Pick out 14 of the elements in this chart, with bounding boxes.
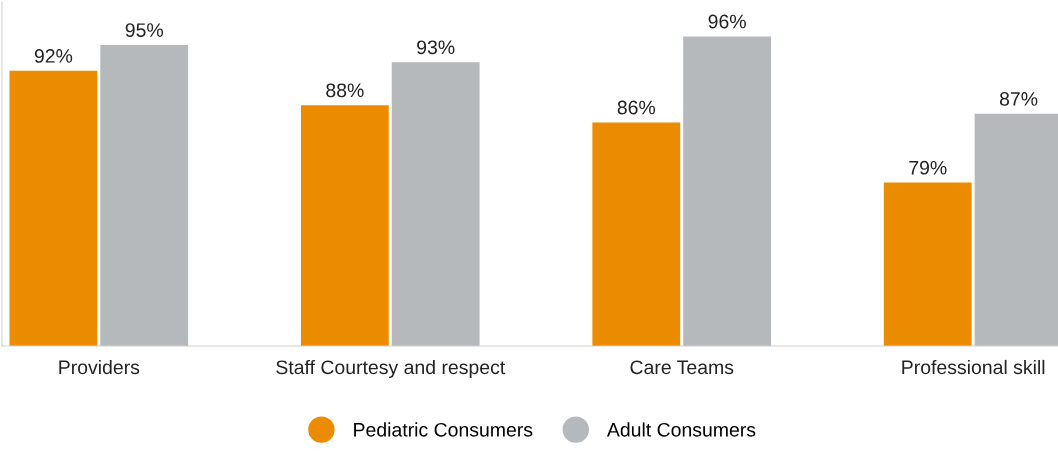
x-tick-label: Staff Courtesy and respect: [276, 359, 506, 379]
data-label: 79%: [909, 160, 947, 175]
x-tick-label: Professional skill: [902, 359, 1045, 375]
data-label: 86%: [617, 100, 656, 115]
data-label: 95%: [125, 23, 163, 37]
data-label: 88%: [326, 83, 364, 98]
x-tick-label: Providers: [59, 359, 140, 375]
data-label: 87%: [999, 92, 1038, 106]
data-label: 93%: [417, 40, 455, 55]
data-label: 96%: [708, 14, 746, 29]
legend-label: Pediatric Consumers: [354, 422, 533, 437]
x-tick-label: Care Teams: [630, 360, 734, 375]
data-label: 92%: [34, 49, 73, 63]
legend-label: Adult Consumers: [606, 422, 756, 437]
